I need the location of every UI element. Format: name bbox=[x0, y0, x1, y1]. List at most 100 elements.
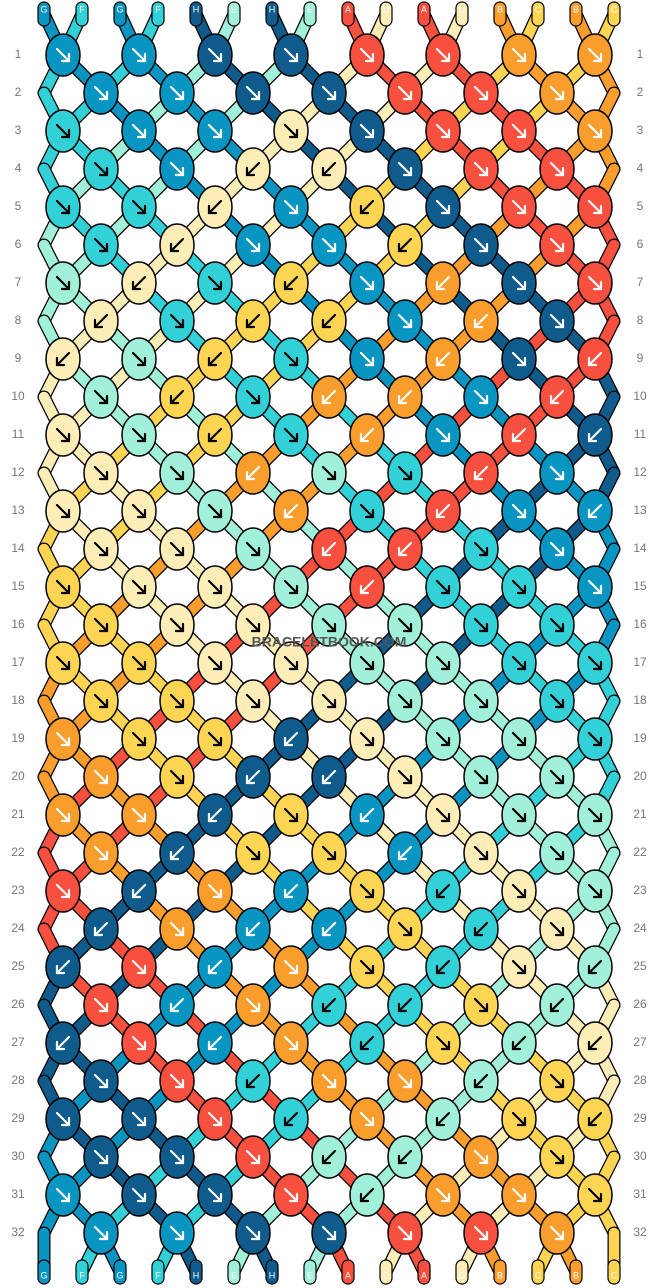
knot-arrow bbox=[55, 47, 71, 63]
knot-arrow bbox=[245, 389, 261, 405]
knot-arrow bbox=[169, 769, 185, 785]
knot-arrow bbox=[587, 579, 603, 595]
knot-arrow bbox=[397, 313, 413, 329]
knot-arrow bbox=[283, 807, 299, 823]
strand-label: H bbox=[269, 4, 276, 14]
knot-arrow bbox=[321, 85, 337, 101]
strand-end bbox=[493, 1259, 507, 1285]
knot-arrow bbox=[435, 883, 451, 899]
row-number: 22 bbox=[11, 845, 25, 859]
row-number: 8 bbox=[637, 313, 644, 327]
knot-arrow bbox=[321, 161, 337, 177]
knot-arrow bbox=[207, 199, 223, 215]
row-number: 18 bbox=[11, 693, 25, 707]
knot-arrow bbox=[549, 997, 565, 1013]
strand-label: F bbox=[155, 4, 161, 14]
knot-arrow bbox=[169, 161, 185, 177]
knot-arrow bbox=[283, 123, 299, 139]
knot-arrow bbox=[245, 1149, 261, 1165]
knot-arrow bbox=[131, 1187, 147, 1203]
knot-arrow bbox=[55, 655, 71, 671]
knot-arrow bbox=[511, 47, 527, 63]
row-number: 3 bbox=[637, 123, 644, 137]
knot-arrow bbox=[321, 1225, 337, 1241]
knot-arrow bbox=[359, 47, 375, 63]
knot-arrow bbox=[359, 1111, 375, 1127]
knot-arrow bbox=[207, 883, 223, 899]
row-number: 21 bbox=[11, 807, 25, 821]
knot-arrow bbox=[93, 845, 109, 861]
knot-arrow bbox=[283, 1111, 299, 1127]
knot-arrow bbox=[397, 997, 413, 1013]
knot-arrow bbox=[131, 351, 147, 367]
row-number: 28 bbox=[633, 1073, 647, 1087]
knot-arrow bbox=[93, 1225, 109, 1241]
knot-arrow bbox=[207, 351, 223, 367]
knot-arrow bbox=[131, 47, 147, 63]
strand-end bbox=[531, 1259, 545, 1285]
knot-arrow bbox=[321, 389, 337, 405]
knot-arrow bbox=[321, 1073, 337, 1089]
knot-arrow bbox=[169, 1073, 185, 1089]
knot-arrow bbox=[169, 237, 185, 253]
knots bbox=[45, 33, 613, 1255]
strand-label: D bbox=[383, 1270, 390, 1280]
knot-arrow bbox=[511, 1187, 527, 1203]
knot-arrow bbox=[93, 85, 109, 101]
strand-label: C bbox=[535, 1270, 542, 1280]
knot-arrow bbox=[435, 275, 451, 291]
knot-arrow bbox=[511, 807, 527, 823]
knot-arrow bbox=[397, 541, 413, 557]
knot-arrow bbox=[549, 1073, 565, 1089]
strand-label: E bbox=[307, 4, 313, 14]
knot-arrow bbox=[473, 465, 489, 481]
row-number: 6 bbox=[15, 237, 22, 251]
strand-end bbox=[607, 1, 621, 27]
knot-arrow bbox=[207, 503, 223, 519]
row-number: 6 bbox=[637, 237, 644, 251]
strand-label: G bbox=[40, 4, 47, 14]
knot-arrow bbox=[93, 389, 109, 405]
knot-arrow bbox=[359, 503, 375, 519]
strand-label: F bbox=[79, 4, 85, 14]
knot-arrow bbox=[473, 617, 489, 633]
strand-end bbox=[303, 1, 317, 27]
knot-arrow bbox=[321, 1149, 337, 1165]
knot-arrow bbox=[587, 199, 603, 215]
knot-arrow bbox=[93, 541, 109, 557]
knot-arrow bbox=[169, 389, 185, 405]
row-number: 10 bbox=[11, 389, 25, 403]
row-number: 22 bbox=[633, 845, 647, 859]
row-number: 7 bbox=[15, 275, 22, 289]
knot-arrow bbox=[55, 807, 71, 823]
knot-arrow bbox=[473, 693, 489, 709]
row-number: 25 bbox=[633, 959, 647, 973]
row-number: 2 bbox=[15, 85, 22, 99]
row-number: 32 bbox=[633, 1225, 647, 1239]
knot-arrow bbox=[207, 579, 223, 595]
strand-label: G bbox=[116, 1270, 123, 1280]
knot-arrow bbox=[321, 845, 337, 861]
knot-arrow bbox=[435, 1187, 451, 1203]
row-number: 16 bbox=[11, 617, 25, 631]
knot-arrow bbox=[131, 503, 147, 519]
strand-label: C bbox=[535, 4, 542, 14]
knot-arrow bbox=[169, 921, 185, 937]
knot-arrow bbox=[359, 731, 375, 747]
knot-arrow bbox=[359, 959, 375, 975]
knot-arrow bbox=[435, 123, 451, 139]
knot-arrow bbox=[435, 731, 451, 747]
knot-arrow bbox=[55, 503, 71, 519]
strand-end bbox=[37, 1259, 51, 1285]
knot-arrow bbox=[283, 1035, 299, 1051]
knot-arrow bbox=[245, 237, 261, 253]
knot-arrow bbox=[169, 693, 185, 709]
row-number: 21 bbox=[633, 807, 647, 821]
knot-arrow bbox=[245, 1073, 261, 1089]
knot-arrow bbox=[435, 503, 451, 519]
knot-arrow bbox=[321, 769, 337, 785]
knot-arrow bbox=[131, 275, 147, 291]
knot-arrow bbox=[131, 807, 147, 823]
row-number: 11 bbox=[12, 427, 25, 441]
